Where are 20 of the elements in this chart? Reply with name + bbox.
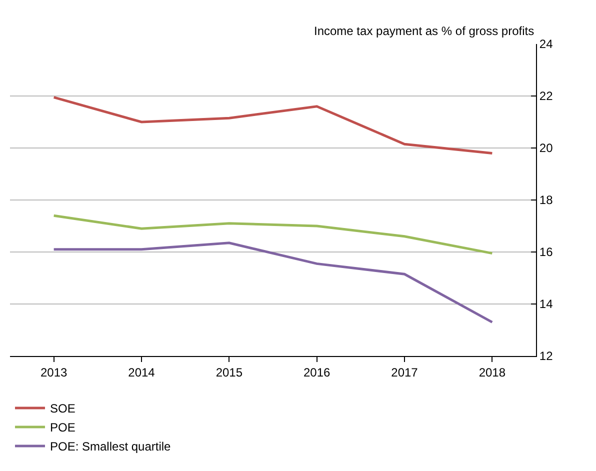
y-axis-title: Income tax payment as % of gross profits: [314, 24, 534, 38]
line-series: [52, 96, 494, 154]
x-tick-label: 2015: [216, 365, 243, 380]
y-tick-label: 16: [539, 245, 554, 260]
line-series: [52, 214, 494, 255]
x-tick-label: 2018: [478, 365, 506, 380]
legend-label: POE: Smallest quartile: [50, 440, 172, 454]
legend-label: SOE: [50, 402, 76, 416]
y-tick-label: 22: [539, 89, 554, 104]
x-tick-label: 2014: [128, 365, 156, 380]
y-tick-label: 24: [539, 37, 554, 52]
x-tick-label: 2016: [303, 365, 330, 380]
y-tick-label: 12: [539, 349, 554, 364]
y-tick-label: 14: [539, 297, 554, 312]
x-tick-label: 2013: [40, 365, 68, 380]
line-series: [52, 242, 494, 324]
y-tick-label: 18: [539, 193, 554, 208]
x-tick-label: 2017: [391, 365, 418, 380]
legend-label: POE: [50, 420, 76, 435]
y-tick-label: 20: [539, 141, 554, 156]
